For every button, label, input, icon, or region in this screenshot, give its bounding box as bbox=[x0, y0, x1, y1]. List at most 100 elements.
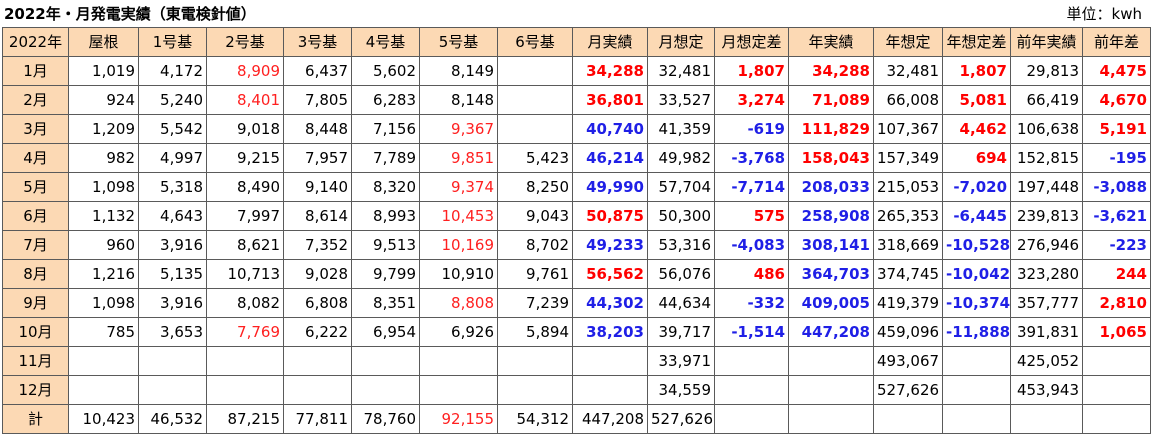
table-cell[interactable]: 4,475 bbox=[1082, 56, 1151, 86]
table-cell[interactable]: -10,528 bbox=[942, 230, 1011, 260]
table-cell[interactable]: 2,810 bbox=[1082, 288, 1151, 318]
table-cell[interactable]: -11,888 bbox=[942, 317, 1011, 347]
table-cell[interactable]: -10,374 bbox=[942, 288, 1011, 318]
table-cell[interactable]: 8,993 bbox=[351, 201, 420, 231]
table-cell[interactable]: 5,602 bbox=[351, 56, 420, 86]
table-cell[interactable]: 9,367 bbox=[419, 114, 498, 144]
table-cell[interactable]: 10,169 bbox=[419, 230, 498, 260]
table-cell[interactable] bbox=[138, 375, 207, 405]
table-cell[interactable]: 215,053 bbox=[873, 172, 943, 202]
table-cell[interactable] bbox=[497, 375, 573, 405]
table-cell[interactable]: 34,559 bbox=[647, 375, 715, 405]
table-cell[interactable]: 7,997 bbox=[206, 201, 284, 231]
table-cell[interactable]: 44,302 bbox=[572, 288, 648, 318]
table-cell[interactable]: 9,513 bbox=[351, 230, 420, 260]
table-cell[interactable]: 9,028 bbox=[283, 259, 352, 289]
column-header[interactable]: 月実績 bbox=[572, 27, 648, 57]
table-cell[interactable]: 924 bbox=[68, 85, 139, 115]
table-cell[interactable]: 107,367 bbox=[873, 114, 943, 144]
table-cell[interactable] bbox=[942, 346, 1011, 376]
table-cell[interactable]: 56,562 bbox=[572, 259, 648, 289]
table-cell[interactable]: -7,020 bbox=[942, 172, 1011, 202]
table-cell[interactable]: 419,379 bbox=[873, 288, 943, 318]
table-cell[interactable]: 4,997 bbox=[138, 143, 207, 173]
table-cell[interactable]: 9,851 bbox=[419, 143, 498, 173]
row-label[interactable]: 12月 bbox=[2, 375, 69, 405]
table-cell[interactable]: -332 bbox=[714, 288, 789, 318]
row-label[interactable]: 計 bbox=[2, 404, 69, 434]
table-cell[interactable]: 8,148 bbox=[419, 85, 498, 115]
table-cell[interactable]: 77,811 bbox=[283, 404, 352, 434]
table-cell[interactable]: 1,216 bbox=[68, 259, 139, 289]
table-cell[interactable] bbox=[283, 375, 352, 405]
table-cell[interactable]: -619 bbox=[714, 114, 789, 144]
table-cell[interactable]: 6,954 bbox=[351, 317, 420, 347]
table-cell[interactable]: 7,789 bbox=[351, 143, 420, 173]
table-cell[interactable]: 3,916 bbox=[138, 230, 207, 260]
table-cell[interactable]: 34,288 bbox=[572, 56, 648, 86]
table-cell[interactable]: 56,076 bbox=[647, 259, 715, 289]
table-cell[interactable]: 4,462 bbox=[942, 114, 1011, 144]
table-cell[interactable]: 9,140 bbox=[283, 172, 352, 202]
table-cell[interactable]: 453,943 bbox=[1010, 375, 1083, 405]
table-cell[interactable]: 357,777 bbox=[1010, 288, 1083, 318]
table-cell[interactable]: 7,239 bbox=[497, 288, 573, 318]
table-cell[interactable]: -7,714 bbox=[714, 172, 789, 202]
table-cell[interactable]: 66,419 bbox=[1010, 85, 1083, 115]
row-label[interactable]: 6月 bbox=[2, 201, 69, 231]
table-cell[interactable]: 694 bbox=[942, 143, 1011, 173]
table-cell[interactable]: 447,208 bbox=[788, 317, 874, 347]
table-cell[interactable]: 9,018 bbox=[206, 114, 284, 144]
table-cell[interactable] bbox=[942, 404, 1011, 434]
table-cell[interactable]: 92,155 bbox=[419, 404, 498, 434]
table-cell[interactable]: 1,132 bbox=[68, 201, 139, 231]
table-cell[interactable] bbox=[1082, 404, 1151, 434]
table-cell[interactable]: 5,318 bbox=[138, 172, 207, 202]
table-cell[interactable]: 157,349 bbox=[873, 143, 943, 173]
table-cell[interactable] bbox=[788, 346, 874, 376]
table-cell[interactable]: 425,052 bbox=[1010, 346, 1083, 376]
table-cell[interactable] bbox=[206, 375, 284, 405]
table-cell[interactable]: 8,808 bbox=[419, 288, 498, 318]
table-cell[interactable]: 39,717 bbox=[647, 317, 715, 347]
table-cell[interactable]: 527,626 bbox=[647, 404, 715, 434]
table-cell[interactable]: 50,300 bbox=[647, 201, 715, 231]
table-cell[interactable]: 9,799 bbox=[351, 259, 420, 289]
column-header[interactable]: 月想定 bbox=[647, 27, 715, 57]
row-label[interactable]: 11月 bbox=[2, 346, 69, 376]
table-cell[interactable]: 34,288 bbox=[788, 56, 874, 86]
table-cell[interactable] bbox=[138, 346, 207, 376]
column-header[interactable]: 前年差 bbox=[1082, 27, 1151, 57]
table-cell[interactable]: 8,401 bbox=[206, 85, 284, 115]
table-cell[interactable] bbox=[714, 375, 789, 405]
table-cell[interactable]: 318,669 bbox=[873, 230, 943, 260]
table-cell[interactable] bbox=[206, 346, 284, 376]
table-cell[interactable]: 276,946 bbox=[1010, 230, 1083, 260]
column-header[interactable]: 2022年 bbox=[2, 27, 69, 57]
column-header[interactable]: 1号基 bbox=[138, 27, 207, 57]
table-cell[interactable]: 6,283 bbox=[351, 85, 420, 115]
table-cell[interactable]: 57,704 bbox=[647, 172, 715, 202]
table-cell[interactable]: 158,043 bbox=[788, 143, 874, 173]
table-cell[interactable]: 33,527 bbox=[647, 85, 715, 115]
row-label[interactable]: 5月 bbox=[2, 172, 69, 202]
table-cell[interactable]: 3,653 bbox=[138, 317, 207, 347]
column-header[interactable]: 5号基 bbox=[419, 27, 498, 57]
table-cell[interactable]: 1,807 bbox=[714, 56, 789, 86]
table-cell[interactable]: 4,643 bbox=[138, 201, 207, 231]
table-cell[interactable]: 111,829 bbox=[788, 114, 874, 144]
table-cell[interactable] bbox=[351, 375, 420, 405]
table-cell[interactable] bbox=[283, 346, 352, 376]
row-label[interactable]: 9月 bbox=[2, 288, 69, 318]
row-label[interactable]: 7月 bbox=[2, 230, 69, 260]
table-cell[interactable]: -3,088 bbox=[1082, 172, 1151, 202]
table-cell[interactable]: 1,065 bbox=[1082, 317, 1151, 347]
table-cell[interactable]: 44,634 bbox=[647, 288, 715, 318]
table-cell[interactable]: 46,532 bbox=[138, 404, 207, 434]
table-cell[interactable]: 46,214 bbox=[572, 143, 648, 173]
table-cell[interactable]: 447,208 bbox=[572, 404, 648, 434]
table-cell[interactable]: 1,098 bbox=[68, 172, 139, 202]
column-header[interactable]: 月想定差 bbox=[714, 27, 789, 57]
table-cell[interactable] bbox=[873, 404, 943, 434]
table-cell[interactable]: 38,203 bbox=[572, 317, 648, 347]
